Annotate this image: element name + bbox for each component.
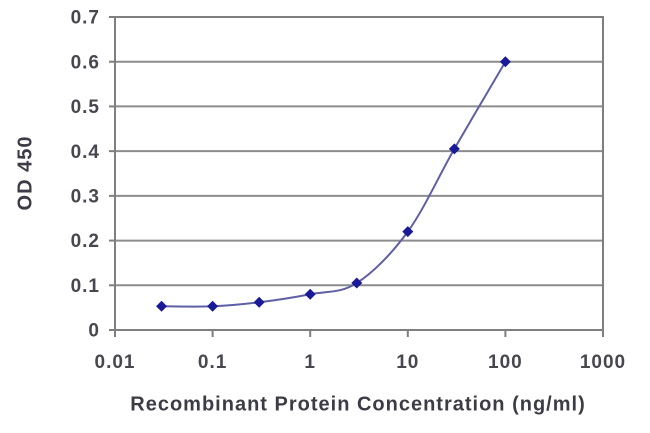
x-tick-label: 10 xyxy=(396,352,419,373)
x-axis-title: Recombinant Protein Concentration (ng/ml… xyxy=(130,393,586,416)
x-tick-label: 100 xyxy=(488,352,523,373)
data-point-marker xyxy=(304,288,316,300)
data-point-marker xyxy=(207,300,219,312)
y-tick-label: 0.5 xyxy=(71,97,100,118)
y-tick-label: 0 xyxy=(88,321,100,342)
y-tick-label: 0.6 xyxy=(71,52,100,73)
x-tick-label: 0.1 xyxy=(198,352,227,373)
x-tick-label: 1000 xyxy=(580,352,626,373)
data-point-marker xyxy=(351,277,363,289)
plot-frame xyxy=(114,16,604,331)
y-tick-label: 0.4 xyxy=(71,142,100,163)
y-tick-label: 0.1 xyxy=(71,276,100,297)
data-point-marker xyxy=(156,300,168,312)
x-tick-label: 1 xyxy=(304,352,316,373)
y-axis-title: OD 450 xyxy=(14,135,37,211)
y-tick-label: 0.2 xyxy=(71,231,100,252)
data-point-marker xyxy=(499,56,511,68)
y-tick-label: 0.7 xyxy=(71,8,100,29)
data-point-marker xyxy=(402,226,414,238)
x-tick-label: 0.01 xyxy=(95,352,136,373)
data-point-marker xyxy=(448,143,460,155)
y-tick-label: 0.3 xyxy=(71,187,100,208)
data-point-marker xyxy=(253,296,265,308)
